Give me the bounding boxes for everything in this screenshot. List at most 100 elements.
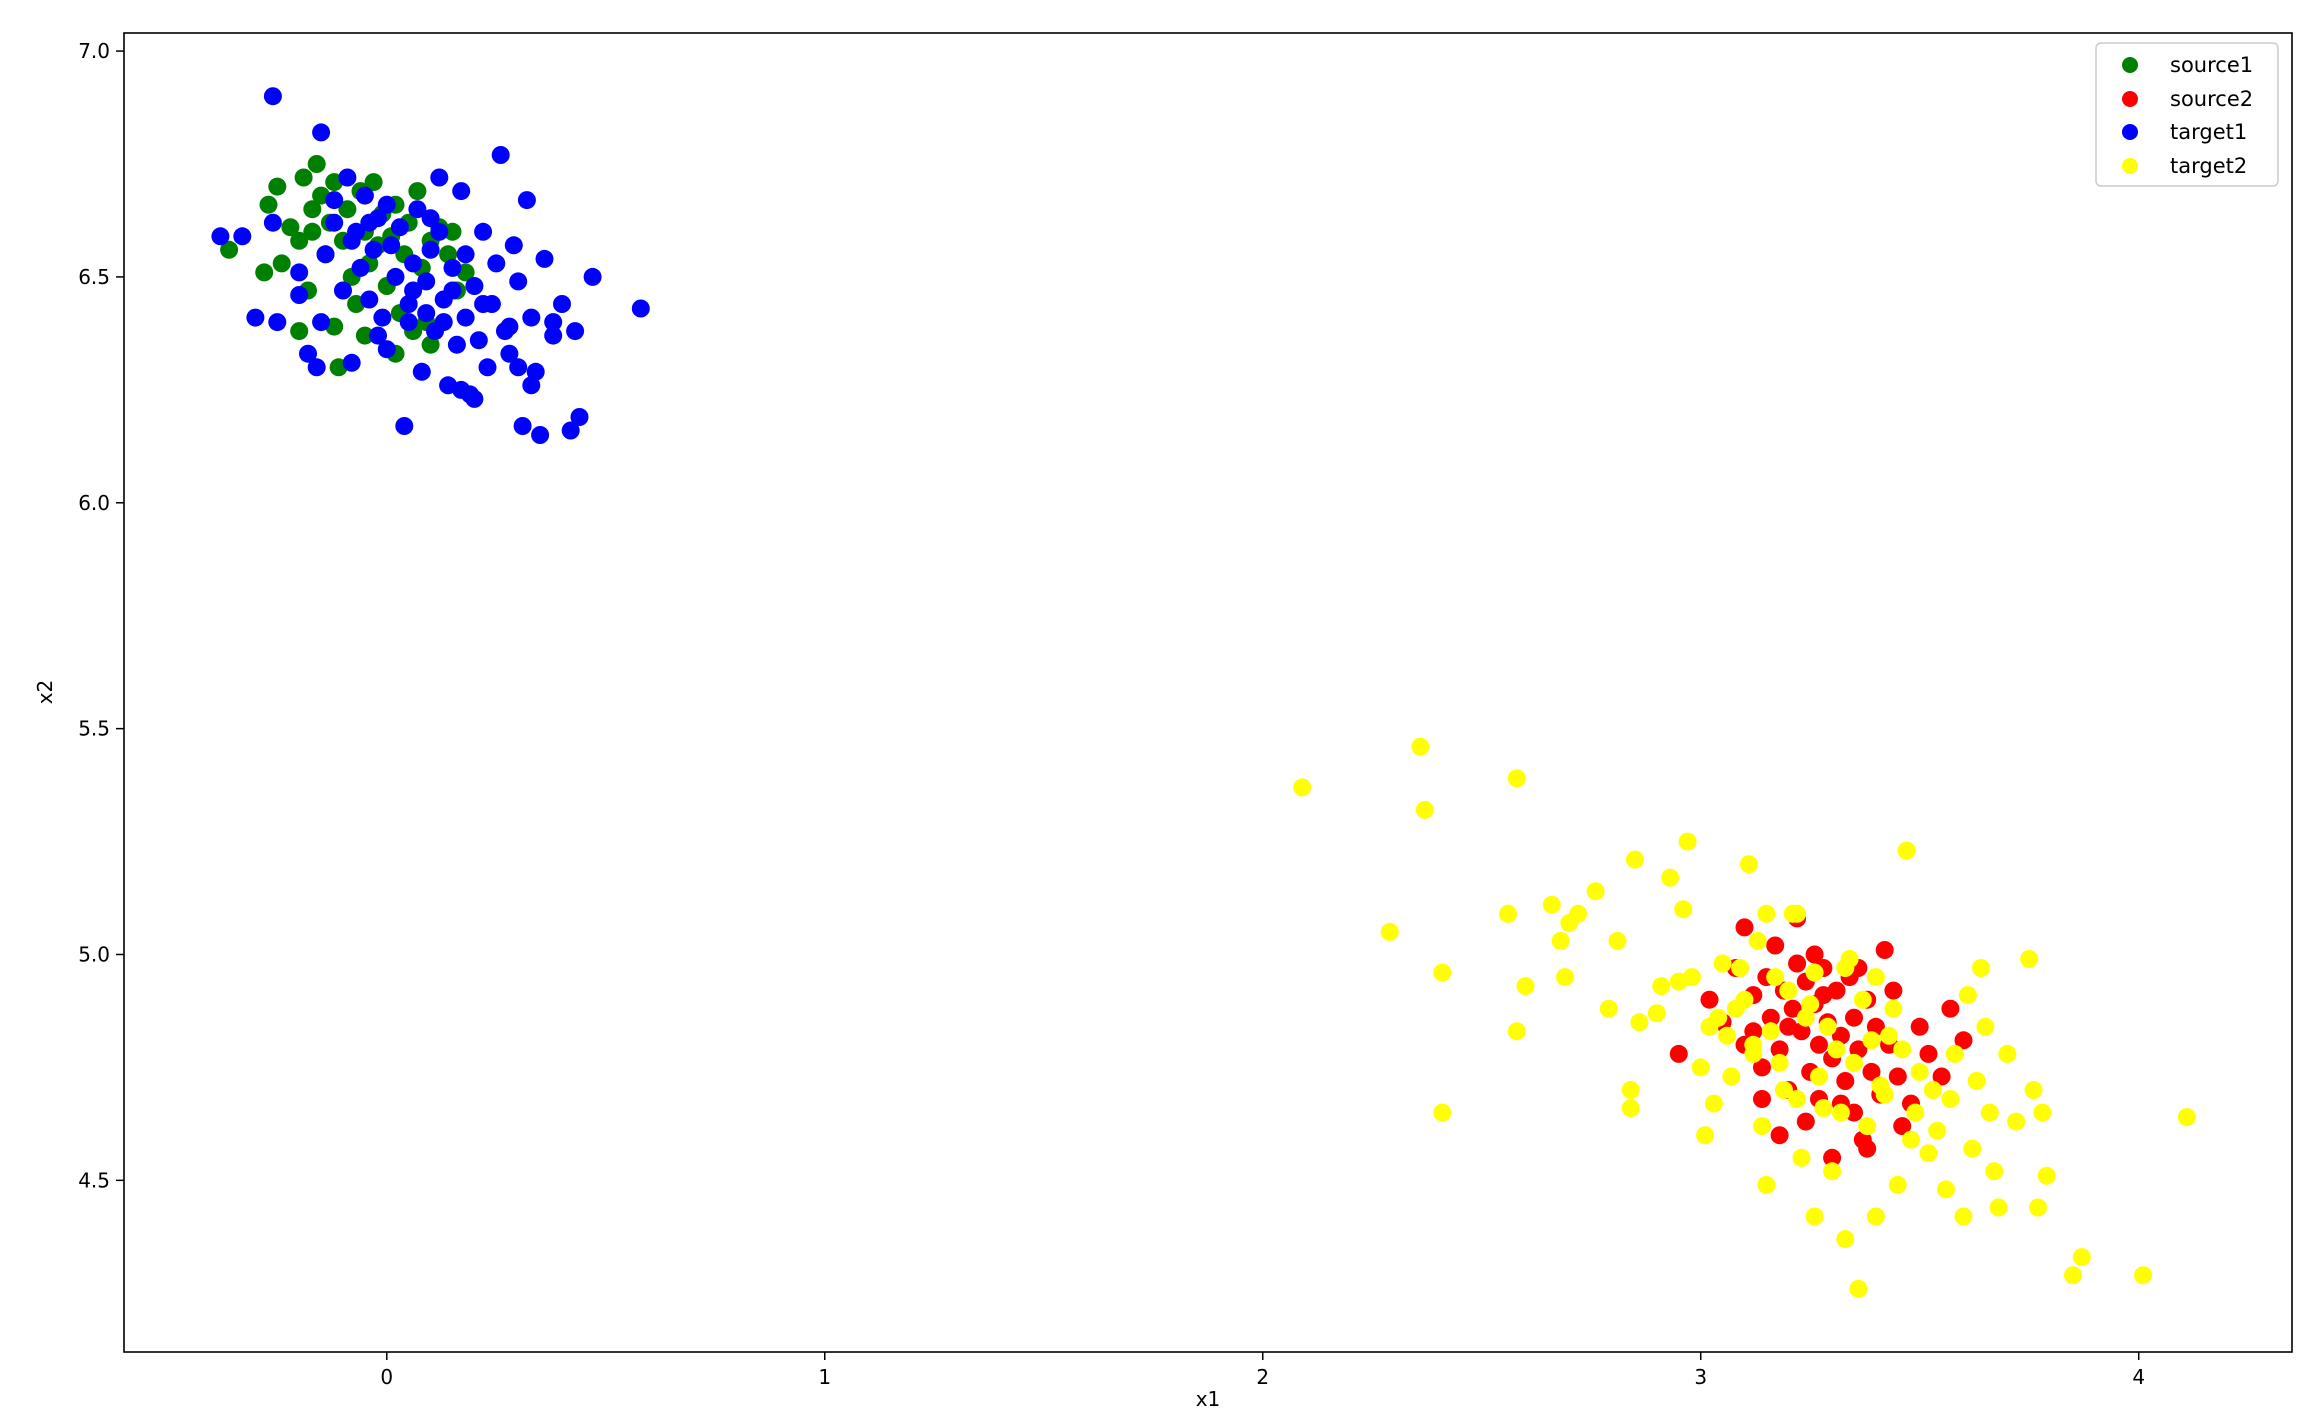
data-point-target2 — [1823, 1162, 1842, 1181]
y-tick-label: 7.0 — [78, 39, 110, 63]
y-tick-label: 6.5 — [78, 265, 110, 289]
data-point-target1 — [434, 313, 453, 332]
data-point-target2 — [1722, 1067, 1741, 1086]
data-point-target2 — [1748, 931, 1767, 950]
data-point-target1 — [500, 344, 519, 363]
data-point-target2 — [1411, 737, 1430, 756]
data-point-target2 — [1691, 1058, 1710, 1077]
data-point-target2 — [1757, 904, 1776, 923]
data-point-target1 — [443, 258, 462, 277]
data-point-target1 — [531, 426, 550, 444]
data-point-target2 — [1380, 922, 1399, 941]
data-point-target1 — [491, 146, 510, 164]
data-point-target2 — [1805, 1207, 1824, 1226]
data-point-target2 — [1884, 999, 1903, 1018]
data-point-target2 — [1433, 963, 1452, 982]
data-point-target1 — [566, 322, 585, 341]
data-point-target2 — [1696, 1126, 1715, 1145]
data-point-target2 — [1652, 977, 1671, 996]
data-point-target2 — [1897, 841, 1916, 860]
data-point-target1 — [399, 295, 418, 313]
legend-box — [2095, 42, 2279, 187]
data-point-source1 — [364, 173, 383, 192]
x-tick-label: 3 — [1694, 1365, 1707, 1389]
data-point-target2 — [1586, 882, 1605, 901]
data-point-target1 — [382, 236, 401, 255]
data-point-target1 — [583, 267, 602, 286]
data-point-source2 — [1941, 999, 1960, 1018]
series-target1 — [211, 87, 650, 444]
data-point-source2 — [1845, 1103, 1863, 1122]
data-point-target2 — [1683, 968, 1701, 987]
data-point-source2 — [1735, 918, 1754, 937]
data-point-target1 — [408, 200, 427, 219]
data-point-target2 — [1744, 1035, 1763, 1054]
data-point-source2 — [1849, 1040, 1868, 1059]
legend-marker-source2 — [2122, 91, 2138, 107]
data-point-source2 — [1796, 1112, 1815, 1131]
data-point-target1 — [487, 254, 506, 273]
data-point-target2 — [1888, 1175, 1907, 1194]
data-point-target2 — [1774, 1081, 1793, 1099]
data-point-target2 — [1556, 968, 1574, 987]
data-point-target1 — [369, 326, 387, 345]
data-point-source1 — [268, 177, 287, 196]
legend-label-source1: source1 — [2170, 53, 2253, 77]
data-point-target1 — [364, 240, 383, 259]
data-point-target2 — [1818, 1017, 1837, 1036]
data-point-target2 — [1976, 1017, 1995, 1036]
data-point-target1 — [312, 313, 331, 332]
data-point-source1 — [408, 182, 427, 201]
series-target2 — [1293, 737, 2196, 1298]
data-point-target2 — [1945, 1044, 1964, 1063]
points-layer — [211, 87, 2196, 1298]
y-axis-label: x2 — [33, 680, 57, 705]
data-point-target1 — [430, 168, 449, 187]
data-point-target2 — [1902, 1130, 1920, 1149]
data-point-target2 — [1836, 1230, 1855, 1249]
data-point-target2 — [1569, 904, 1588, 923]
data-point-target1 — [631, 299, 650, 318]
data-point-target1 — [373, 308, 392, 327]
data-point-source2 — [1836, 1072, 1855, 1090]
data-point-target2 — [1866, 1207, 1885, 1226]
data-point-target2 — [1928, 1121, 1947, 1140]
data-point-target1 — [233, 227, 252, 246]
y-tick-label: 4.5 — [78, 1168, 110, 1192]
data-point-source2 — [1779, 1017, 1798, 1036]
data-point-target2 — [1963, 1139, 1982, 1158]
data-point-target1 — [421, 209, 440, 228]
data-point-target1 — [452, 182, 471, 201]
data-point-source1 — [255, 263, 274, 282]
x-axis: 0 1 2 3 4 — [380, 1352, 2145, 1389]
data-point-target1 — [544, 313, 563, 332]
y-tick-label: 6.0 — [78, 491, 110, 515]
data-point-target1 — [421, 240, 440, 259]
data-point-target1 — [377, 340, 396, 359]
data-point-source1 — [294, 168, 313, 187]
data-point-target1 — [360, 290, 379, 309]
legend-marker-target1 — [2122, 124, 2138, 140]
data-point-target2 — [1626, 850, 1644, 869]
plot-frame — [123, 32, 2293, 1353]
data-point-target2 — [1796, 1008, 1815, 1027]
data-point-target2 — [2033, 1103, 2052, 1122]
data-point-target1 — [522, 308, 541, 327]
data-point-target2 — [2177, 1108, 2196, 1127]
data-point-target1 — [325, 213, 344, 232]
data-point-target1 — [307, 358, 326, 377]
data-point-target1 — [561, 421, 580, 440]
data-point-target2 — [1766, 968, 1785, 987]
data-point-source2 — [1766, 936, 1785, 955]
data-point-target2 — [1958, 986, 1977, 1005]
data-point-target2 — [1713, 954, 1732, 973]
data-point-target2 — [2072, 1248, 2091, 1267]
data-point-target2 — [1739, 855, 1758, 874]
data-point-target2 — [2134, 1266, 2153, 1285]
data-point-target2 — [1941, 1090, 1960, 1108]
data-point-target2 — [1761, 1022, 1780, 1041]
data-point-target2 — [1849, 1279, 1868, 1298]
data-point-source2 — [1866, 1017, 1885, 1036]
data-point-target1 — [404, 254, 423, 273]
data-point-target2 — [1954, 1207, 1973, 1226]
